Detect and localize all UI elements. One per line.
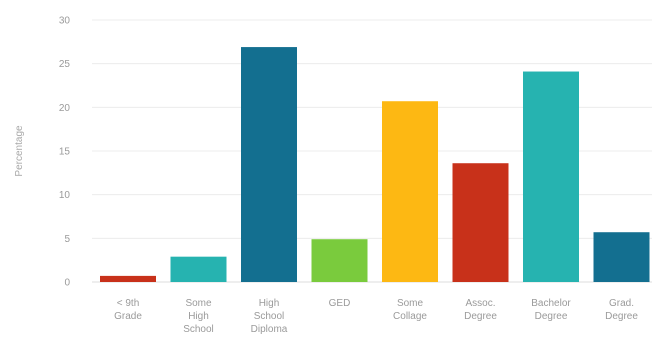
bar [593, 232, 650, 282]
y-tick-label: 30 [59, 16, 71, 27]
y-axis-title: Percentage [14, 125, 25, 177]
x-tick-label: GED [329, 298, 351, 309]
y-axis-ticks: 0 5 10 15 20 25 30 [59, 16, 71, 289]
x-tick-label: Some Collage [393, 298, 427, 322]
x-tick-label: Assoc. Degree [464, 298, 497, 322]
bar [100, 275, 156, 282]
gridlines [92, 19, 652, 283]
x-tick-label: < 9th Grade [114, 298, 142, 322]
bar [311, 239, 368, 282]
y-tick-label: 15 [59, 147, 71, 158]
y-tick-label: 0 [64, 278, 70, 289]
bar [241, 47, 297, 282]
x-tick-label: Bachelor Degree [531, 298, 571, 322]
bar [452, 163, 509, 282]
bar [523, 71, 579, 282]
bars [100, 47, 650, 282]
x-tick-label: High School Diploma [251, 298, 288, 335]
x-axis-labels: < 9th Grade Some High School High School Diplom… [114, 298, 638, 335]
x-tick-label: Some High School [183, 298, 214, 335]
y-tick-label: 10 [59, 190, 71, 201]
y-tick-label: 5 [64, 234, 70, 245]
bar [382, 101, 438, 282]
y-tick-label: 25 [59, 59, 71, 70]
y-tick-label: 20 [59, 103, 71, 114]
bar [170, 256, 227, 282]
x-tick-label: Grad. Degree [605, 298, 638, 322]
